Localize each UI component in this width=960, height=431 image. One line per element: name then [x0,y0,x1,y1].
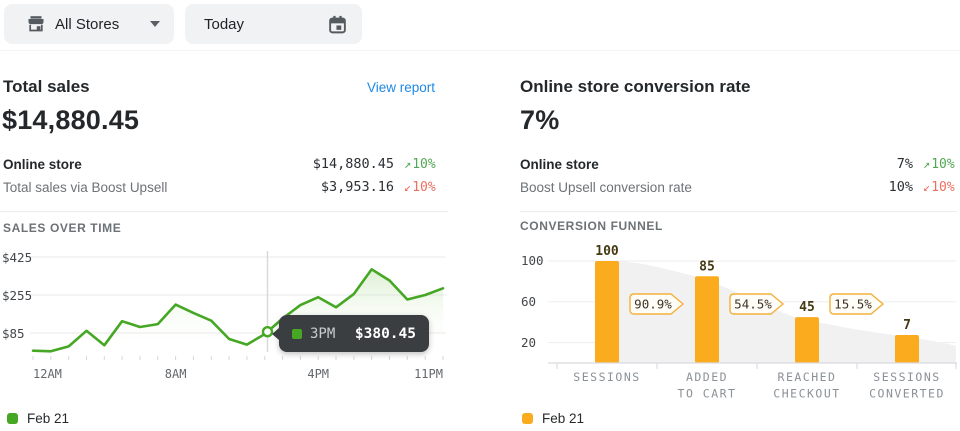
series-swatch [292,328,302,339]
store-filter-button[interactable]: All Stores [4,4,174,44]
trend-badge: ↙ 10% [923,179,955,195]
svg-text:ADDED: ADDED [686,370,728,384]
svg-text:SESSIONS: SESSIONS [873,370,940,384]
conversion-funnel-chart[interactable]: 100 85 45 7 90.9% 54.5% 15.5% SESSIONS ADDED TO C… [515,243,960,405]
total-sales-value: $14,880.45 [2,105,140,135]
funnel-legend: Feb 21 [522,411,584,426]
legend-label: Feb 21 [27,411,70,426]
x-axis-tick-label: 12AM [33,367,62,381]
trend-arrow-icon: ↙ [923,180,931,194]
metric-label: Boost Upsell conversion rate [520,179,692,195]
svg-text:54.5%: 54.5% [734,297,772,312]
sales-over-time-heading: SALES OVER TIME [3,221,122,235]
svg-text:7: 7 [903,318,911,333]
svg-text:CONVERTED: CONVERTED [869,387,945,401]
trend-badge: ↙ 10% [404,179,436,195]
x-axis-tick-label: 4PM [307,367,330,381]
filter-bar: All Stores Today [0,0,960,51]
svg-text:90.9%: 90.9% [634,297,672,312]
x-axis-tick-label: 11PM [414,367,443,381]
conversion-rate-value: 7% [520,105,560,135]
conversion-rate-title: Online store conversion rate [520,77,751,96]
trend-badge: ↗ 10% [404,156,436,172]
total-sales-title: Total sales [3,77,90,96]
section-divider [0,211,448,212]
y-axis-tick-label: 20 [521,334,537,350]
funnel-bar[interactable] [595,261,619,363]
y-axis-tick-label: 60 [521,293,537,309]
conversion-funnel-heading: CONVERSION FUNNEL [520,219,663,233]
trend-arrow-icon: ↙ [404,180,412,194]
y-axis-tick-label: 100 [521,253,544,268]
svg-text:TO CART: TO CART [678,387,737,401]
sales-legend: Feb 21 [7,411,69,426]
store-icon [28,16,44,32]
x-axis-tick-label: 8AM [164,367,187,381]
date-filter-label: Today [204,15,245,33]
svg-text:85: 85 [699,259,715,274]
funnel-bar[interactable] [695,276,719,363]
metric-value: $14,880.45 [312,156,394,172]
section-divider [520,211,957,212]
funnel-bar[interactable] [795,317,819,363]
y-axis-tick-label: $85 [2,325,25,341]
tooltip-time: 3PM [310,325,336,342]
svg-text:15.5%: 15.5% [834,297,872,312]
trend-arrow-icon: ↗ [923,157,931,171]
svg-text:SESSIONS: SESSIONS [573,370,640,384]
svg-text:CHECKOUT: CHECKOUT [773,387,840,401]
metric-row: Online store $14,880.45 ↗ 10% [3,155,438,173]
trend-badge: ↗ 10% [923,156,955,172]
y-axis-tick-label: $255 [2,287,33,303]
metric-row: Boost Upsell conversion rate 10% ↙ 10% [520,178,957,196]
legend-swatch-orange [522,413,533,424]
tooltip-value: $380.45 [354,325,416,342]
svg-text:100: 100 [595,244,619,259]
view-report-link[interactable]: View report [367,80,436,95]
y-axis-tick-label: $425 [2,249,33,265]
svg-text:45: 45 [799,300,815,315]
legend-swatch-green [7,413,18,424]
trend-arrow-icon: ↗ [404,157,412,171]
sales-over-time-chart[interactable]: $85 $255 $425 12AM 8AM 4PM 11PM [0,243,450,383]
store-filter-label: All Stores [55,15,120,33]
metric-value: 10% [888,179,913,195]
chart-tooltip: 3PM $380.45 [272,315,429,352]
metric-row: Online store 7% ↗ 10% [520,155,957,173]
metric-label: Online store [3,156,82,172]
metric-value: 7% [896,156,913,172]
calendar-icon [329,15,346,33]
chevron-down-icon [150,21,160,27]
metric-label: Total sales via Boost Upsell [3,179,168,195]
metric-label: Online store [520,156,599,172]
svg-text:REACHED: REACHED [778,370,837,384]
funnel-bar[interactable] [895,335,919,363]
date-filter-button[interactable]: Today [185,4,362,44]
metric-value: $3,953.16 [320,179,394,195]
metric-row: Total sales via Boost Upsell $3,953.16 ↙… [3,178,438,196]
legend-label: Feb 21 [542,411,585,426]
